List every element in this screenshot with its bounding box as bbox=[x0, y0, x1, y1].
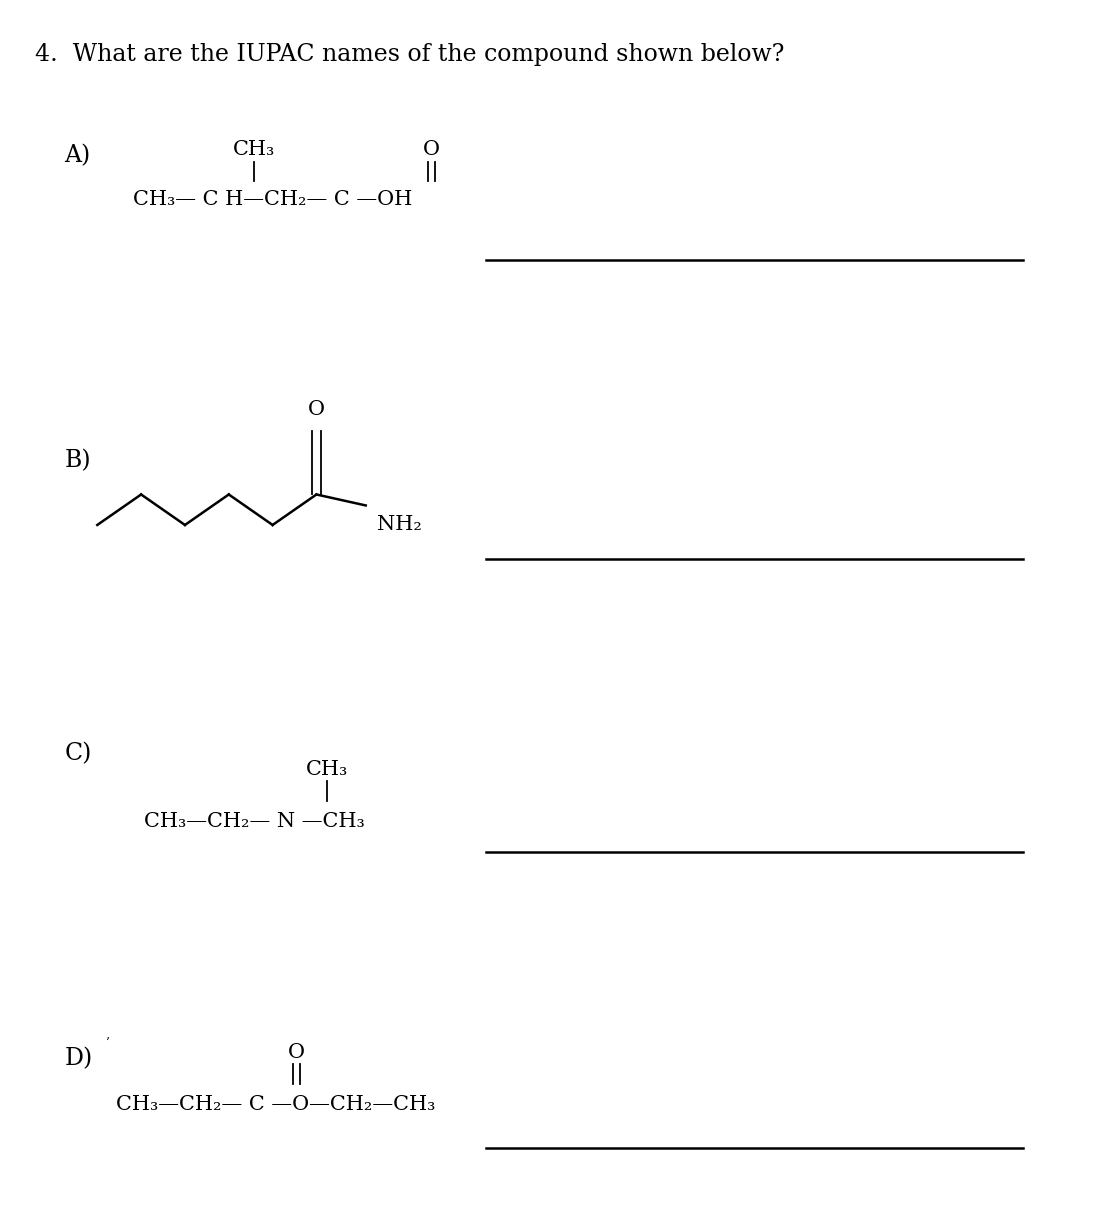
Text: CH₃—CH₂— N —CH₃: CH₃—CH₂— N —CH₃ bbox=[145, 812, 365, 831]
Text: A): A) bbox=[64, 145, 91, 167]
Text: 4.  What are the IUPAC names of the compound shown below?: 4. What are the IUPAC names of the compo… bbox=[35, 43, 784, 66]
Text: ’: ’ bbox=[105, 1036, 109, 1050]
Text: CH₃: CH₃ bbox=[233, 140, 275, 160]
Text: O: O bbox=[423, 140, 440, 160]
Text: O: O bbox=[288, 1043, 305, 1062]
Text: O: O bbox=[308, 400, 325, 419]
Text: NH₂: NH₂ bbox=[376, 516, 422, 534]
Text: D): D) bbox=[64, 1047, 93, 1070]
Text: B): B) bbox=[64, 449, 91, 473]
Text: CH₃: CH₃ bbox=[306, 760, 349, 779]
Text: CH₃— C H—CH₂— C —OH: CH₃— C H—CH₂— C —OH bbox=[134, 190, 413, 209]
Text: C): C) bbox=[64, 742, 92, 765]
Text: CH₃—CH₂— C —O—CH₂—CH₃: CH₃—CH₂— C —O—CH₂—CH₃ bbox=[116, 1095, 435, 1114]
